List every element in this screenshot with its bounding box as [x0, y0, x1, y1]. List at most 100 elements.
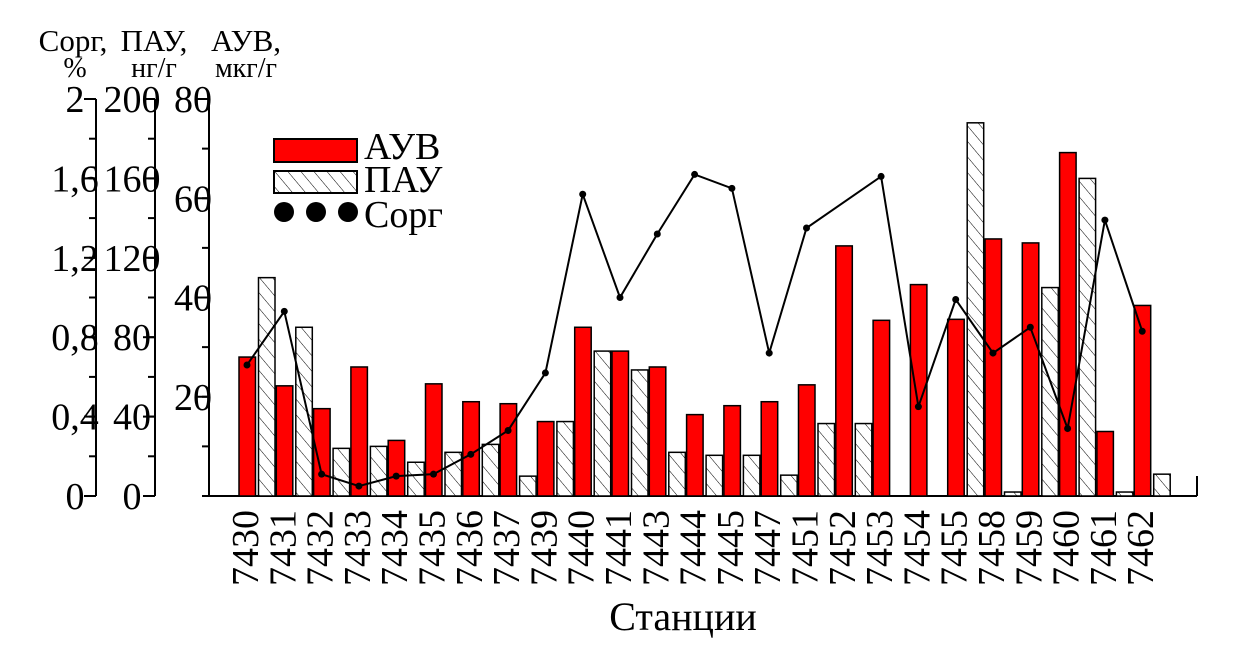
bar-pau: [779, 474, 798, 497]
pau-axis-title-line2: нг/г: [131, 53, 177, 84]
legend-marker-3: [338, 202, 358, 222]
bar-pau: [966, 122, 985, 497]
corg-tick-label: 1,2: [51, 238, 99, 280]
bar-auv: [946, 318, 965, 497]
corg-axis-title-line1: Сорг,: [39, 23, 108, 58]
x-tick-label: 7460: [1046, 510, 1088, 586]
bar-pau: [668, 451, 687, 497]
pau-axis-title-line1: ПАУ,: [121, 23, 188, 58]
corg-point: [616, 294, 624, 301]
bar-auv: [797, 384, 816, 497]
corg-point: [579, 190, 587, 198]
legend-swatch-auv: [273, 138, 358, 163]
x-tick-label: 7431: [262, 510, 304, 586]
bar-auv: [648, 366, 667, 497]
corg-point: [877, 172, 885, 180]
bar-auv: [1096, 430, 1115, 497]
legend-label-auv: АУВ: [364, 126, 440, 168]
bar-pau: [556, 420, 575, 497]
bar-pau: [1152, 473, 1171, 497]
legend-swatch-pau: [273, 170, 358, 194]
corg-point: [989, 349, 997, 357]
corg-tick-label: 2: [66, 79, 85, 121]
bar-pau: [630, 369, 649, 497]
corg-point: [914, 403, 922, 411]
auv-tick-label: 20: [174, 377, 212, 419]
legend: АУВ ПАУ Сорг: [273, 126, 443, 236]
bar-auv: [1021, 242, 1040, 497]
x-tick-label: 7453: [859, 510, 901, 586]
corg-line: [243, 170, 1146, 490]
x-tick-label: 7443: [635, 510, 677, 586]
bar-pau: [854, 422, 873, 497]
bar-pau: [257, 276, 276, 497]
corg-point: [504, 426, 512, 434]
bar-auv: [424, 383, 443, 497]
bar-auv: [238, 356, 257, 497]
corg-point: [430, 470, 437, 478]
corg-point: [691, 170, 699, 178]
auv-axis-title-line2: мкг/г: [215, 53, 277, 84]
pau-tick-label: 200: [104, 79, 161, 121]
bar-auv: [685, 413, 704, 497]
bar-pau: [742, 454, 761, 497]
x-tick-label: 7445: [710, 510, 752, 586]
x-tick-label: 7436: [449, 510, 491, 586]
corg-point: [1101, 216, 1109, 224]
pau-tick-label: 0: [123, 476, 142, 518]
bar-auv: [462, 400, 481, 497]
corg-point: [1064, 425, 1072, 433]
corg-point: [765, 349, 773, 357]
bar-auv: [760, 400, 779, 497]
bar-auv: [1133, 304, 1152, 497]
x-tick-label: 7430: [225, 510, 267, 586]
bars: [238, 122, 1171, 497]
auv-axis-title-line1: АУВ,: [211, 23, 281, 58]
corg-point: [803, 224, 810, 232]
bar-pau: [817, 422, 836, 497]
bar-pau: [1078, 177, 1097, 497]
bar-pau: [705, 454, 724, 497]
pau-tick-label: 160: [104, 158, 161, 200]
bar-pau: [295, 326, 314, 497]
bar-auv: [872, 319, 891, 497]
corg-point: [318, 470, 326, 478]
x-tick-label: 7440: [561, 510, 603, 586]
corg-point: [467, 450, 475, 458]
bar-auv: [536, 420, 555, 497]
x-tick-label: 7455: [934, 510, 976, 586]
x-axis-title: Станции: [609, 594, 757, 639]
corg-point: [541, 369, 549, 377]
legend-marker-1: [274, 202, 294, 222]
corg-point: [653, 230, 661, 238]
x-tick-label: 7454: [896, 510, 938, 586]
x-tick-label: 7441: [598, 510, 640, 586]
bar-auv: [350, 366, 369, 497]
x-tick-label: 7444: [673, 510, 715, 586]
x-tick-label: 7447: [747, 510, 789, 586]
bar-pau: [518, 475, 537, 497]
corg-point: [355, 482, 363, 490]
x-tick-label: 7439: [523, 510, 565, 586]
bar-pau: [1003, 491, 1022, 497]
x-tick-label: 7459: [1008, 510, 1050, 586]
bar-auv: [1058, 151, 1077, 497]
bar-pau: [1115, 491, 1134, 497]
x-tick-label: 7452: [822, 510, 864, 586]
bar-pau: [406, 461, 425, 497]
legend-label-corg: Сорг: [364, 194, 443, 236]
bar-auv: [611, 350, 630, 497]
bar-auv: [723, 404, 742, 497]
bar-auv: [312, 407, 331, 497]
x-tick-label: 7437: [486, 510, 528, 586]
legend-marker-2: [306, 202, 326, 222]
x-tick-label: 7451: [785, 510, 827, 586]
bar-auv: [909, 283, 928, 497]
corg-point: [952, 295, 960, 303]
bar-auv: [984, 238, 1003, 497]
corg-point: [1026, 323, 1034, 331]
corg-tick-label: 0: [66, 476, 85, 518]
corg-point: [392, 472, 400, 480]
bar-auv: [275, 385, 294, 497]
x-tick-label: 7435: [412, 510, 454, 586]
